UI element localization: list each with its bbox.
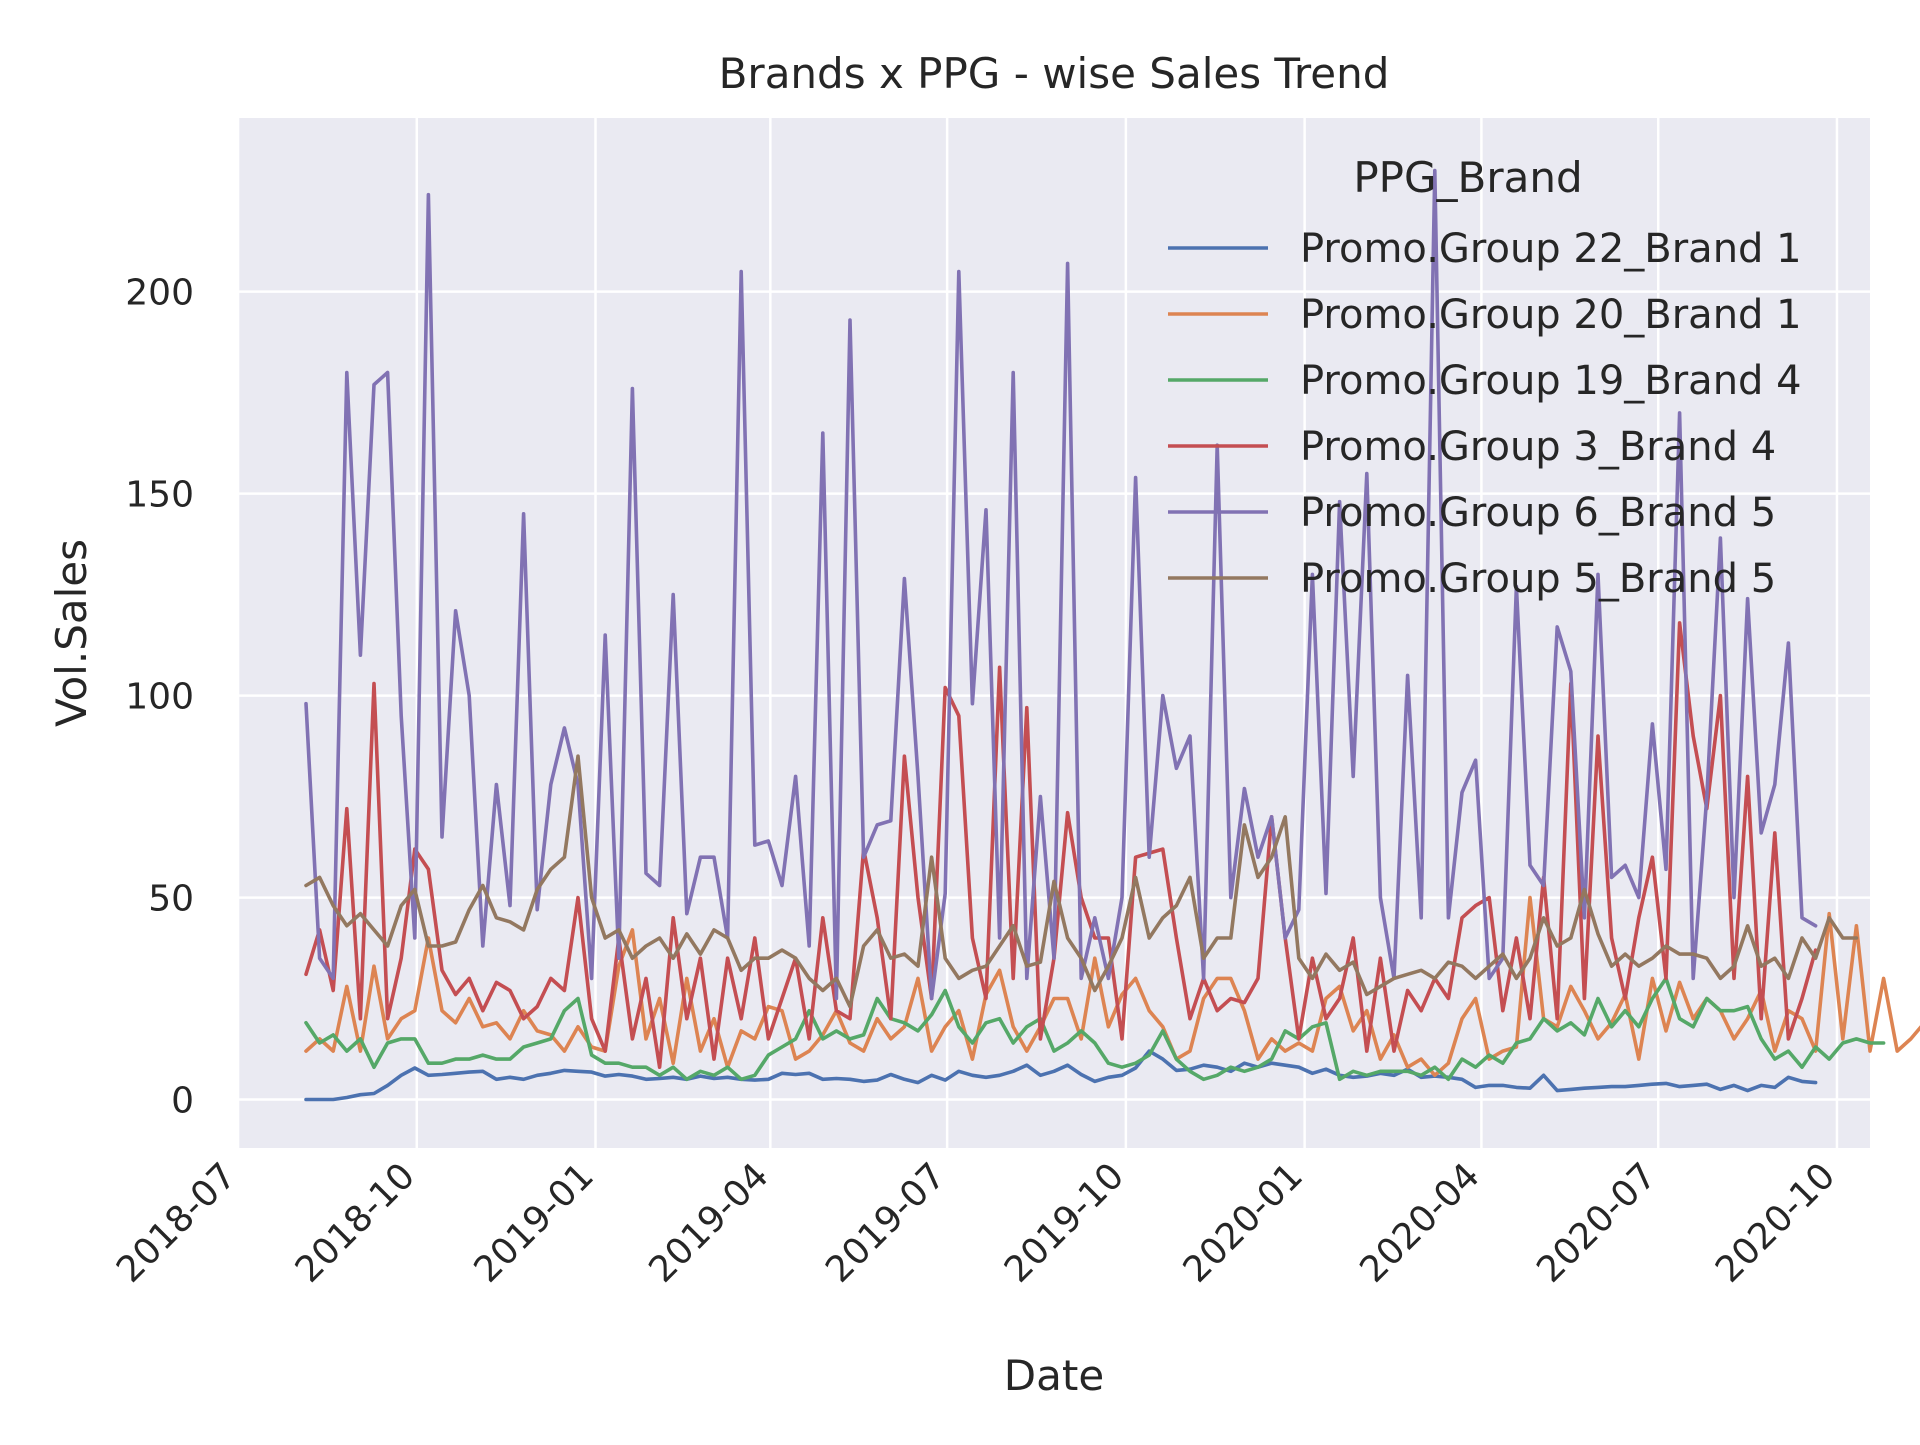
legend-title: PPG_Brand: [1353, 153, 1582, 202]
plot-area: [238, 118, 1870, 1148]
legend-label: Promo.Group 6_Brand 5: [1300, 490, 1776, 536]
legend-label: Promo.Group 5_Brand 5: [1300, 556, 1776, 602]
y-tick-label: 150: [125, 475, 194, 516]
legend-label: Promo.Group 19_Brand 4: [1300, 358, 1802, 404]
chart-title: Brands x PPG - wise Sales Trend: [719, 49, 1390, 98]
series-line-5: [304, 168, 1818, 1001]
series-line-1: [304, 1049, 1818, 1102]
y-tick-label: 100: [125, 677, 194, 718]
series-line-4: [304, 621, 1818, 1069]
series-line-3: [304, 976, 1886, 1082]
legend-label: Promo.Group 3_Brand 4: [1300, 424, 1776, 470]
legend-label: Promo.Group 20_Brand 1: [1300, 292, 1802, 338]
series-lines: [304, 168, 1920, 1102]
x-axis-label: Date: [1004, 1351, 1104, 1400]
y-axis-label: Vol.Sales: [47, 539, 96, 727]
y-tick-label: 0: [171, 1081, 194, 1122]
legend-items: Promo.Group 22_Brand 1 Promo.Group 20_Bra…: [1168, 226, 1802, 602]
y-tick-label: 50: [148, 879, 194, 920]
y-tick-label: 200: [125, 273, 194, 314]
y-tick-labels: 0 50 100 150 200: [125, 273, 194, 1122]
series-line-6: [304, 754, 1859, 1009]
legend: PPG_Brand Promo.Group 22_Brand 1Promo.Gr…: [1168, 153, 1802, 602]
series-line-2: [304, 895, 1920, 1078]
legend-label: Promo.Group 22_Brand 1: [1300, 226, 1802, 272]
